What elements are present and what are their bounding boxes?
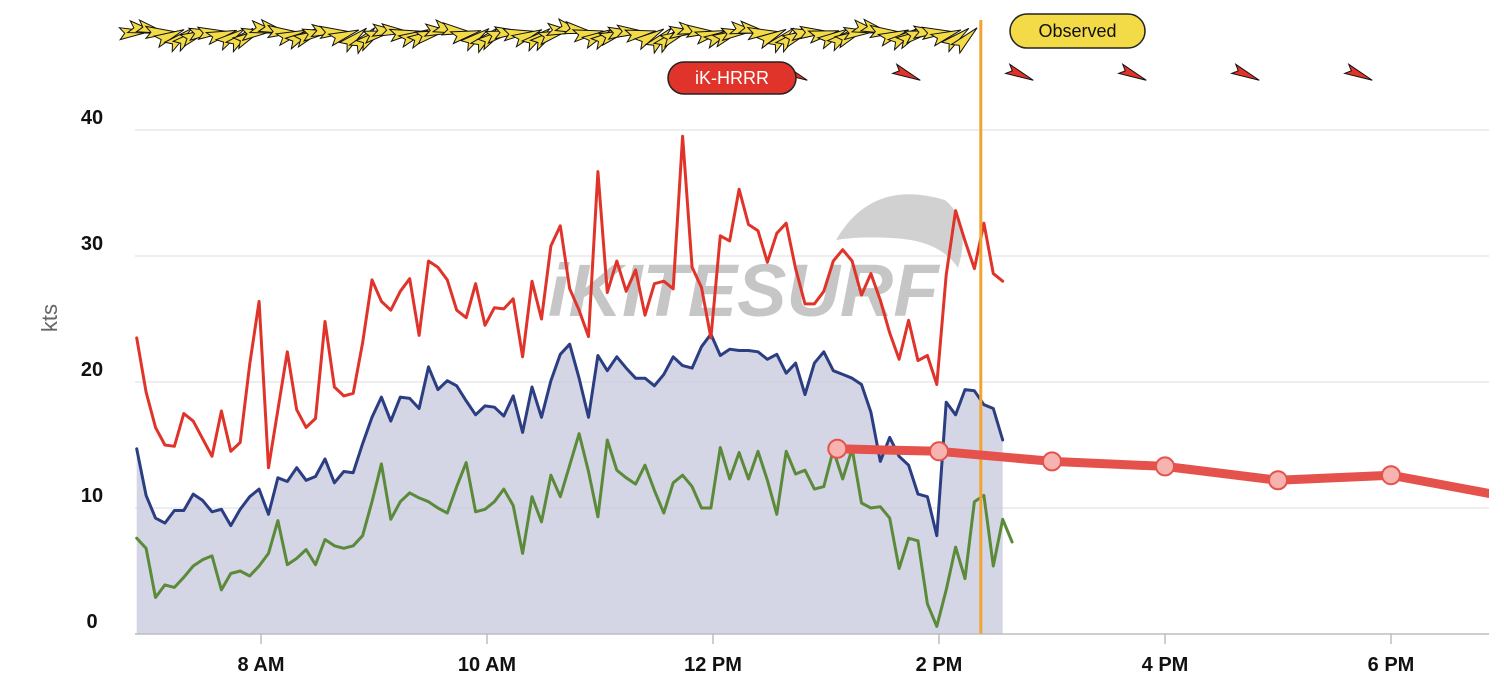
observed-arrow-shape	[746, 26, 779, 41]
observed-arrow-icon	[929, 29, 962, 47]
observed-arrow-icon	[459, 28, 490, 52]
observed-arrow-shape	[940, 27, 970, 53]
observed-arrow-shape	[929, 29, 962, 47]
forecast-arrow-shape	[1343, 62, 1373, 81]
x-tick-label-16: 4 PM	[1142, 654, 1189, 676]
lull-line	[135, 432, 1014, 628]
forecast-arrow-shape	[891, 62, 921, 81]
average-area-fill	[136, 334, 1003, 634]
average-area	[136, 334, 1003, 634]
forecast-marker	[827, 438, 848, 459]
observed-arrow-icon	[685, 24, 718, 38]
forecast-arrow-icon	[1117, 62, 1147, 81]
observed-arrow-icon	[755, 28, 787, 50]
x-tick-label-12: 12 PM	[684, 654, 742, 676]
observed-badge[interactable]: Observed	[1009, 13, 1146, 49]
series-lines	[135, 134, 1014, 628]
observed-arrow-icon	[152, 29, 185, 49]
watermark-text: iKITESURF	[548, 249, 940, 332]
forecast-arrow-shape	[1230, 62, 1260, 81]
model-badge-bg	[667, 61, 797, 95]
forecast-marker	[1381, 465, 1401, 486]
observed-arrow-shape	[459, 28, 490, 52]
gust-line	[135, 134, 1005, 470]
observed-arrow-icon	[633, 28, 665, 51]
observed-arrow-icon	[949, 27, 978, 55]
observed-arrow-shape	[685, 24, 718, 38]
x-tick-label-14: 2 PM	[916, 654, 963, 676]
forecast-marker	[1042, 451, 1062, 472]
observed-arrow-shape	[337, 27, 367, 54]
observed-arrow-shape	[449, 30, 482, 45]
observed-arrow-icon	[510, 29, 543, 48]
x-tick-label-18: 6 PM	[1368, 654, 1415, 676]
model-badge[interactable]: iK-HRRR	[667, 61, 797, 95]
average-line	[135, 332, 1005, 538]
observed-arrow-shape	[266, 24, 299, 39]
forecast-marker	[1268, 470, 1288, 491]
observed-arrow-shape	[152, 29, 185, 49]
observed-arrow-shape	[319, 25, 351, 40]
observed-arrow-shape	[327, 29, 360, 47]
forecast-marker	[929, 441, 949, 462]
forecast-series	[827, 438, 1489, 498]
forecast-arrow-icon	[1230, 62, 1260, 81]
observed-arrow-shape	[623, 29, 656, 43]
observed-arrow-icon	[214, 28, 246, 52]
forecast-arrow-shape	[1117, 62, 1147, 81]
axes: 0 10 20 30 40 8 AM 10 AM 12 PM 2 PM 4 PM 6 PM	[81, 107, 1489, 676]
observed-arrow-icon	[337, 27, 367, 54]
y-tick-label-0: 0	[86, 611, 97, 633]
y-axis-label: kts	[37, 304, 62, 332]
y-tick-label-20: 20	[81, 359, 103, 381]
observed-arrow-shape	[214, 28, 246, 52]
observed-badge-bg	[1009, 13, 1146, 49]
watermark-kite-icon	[836, 194, 963, 268]
observed-arrow-icon	[746, 26, 779, 41]
ikitesurf-watermark: iKITESURF	[548, 194, 963, 332]
y-tick-label-30: 30	[81, 233, 103, 255]
y-tick-label-10: 10	[81, 485, 103, 507]
observed-arrow-icon	[327, 29, 360, 47]
observed-arrow-shape	[633, 28, 665, 51]
observed-arrow-shape	[949, 27, 978, 55]
observed-arrow-icon	[319, 25, 351, 40]
model-badge-label: iK-HRRR	[695, 68, 769, 88]
observed-arrow-shape	[510, 29, 543, 48]
observed-arrow-icon	[623, 29, 656, 43]
wind-direction-arrows	[117, 17, 1373, 81]
forecast-marker	[1155, 456, 1175, 477]
observed-arrow-shape	[144, 25, 177, 40]
observed-arrow-shape	[755, 28, 787, 50]
x-tick-label-8: 8 AM	[237, 654, 284, 676]
observed-arrow-icon	[266, 24, 299, 39]
observed-arrow-icon	[449, 30, 482, 45]
observed-arrow-icon	[940, 27, 970, 53]
forecast-arrow-shape	[1004, 62, 1034, 81]
forecast-arrow-icon	[891, 62, 921, 81]
forecast-arrow-icon	[1004, 62, 1034, 81]
forecast-arrow-icon	[1343, 62, 1373, 81]
observed-badge-label: Observed	[1038, 21, 1116, 41]
y-tick-label-40: 40	[81, 107, 103, 129]
x-tick-label-10: 10 AM	[458, 654, 516, 676]
observed-arrow-icon	[144, 25, 177, 40]
